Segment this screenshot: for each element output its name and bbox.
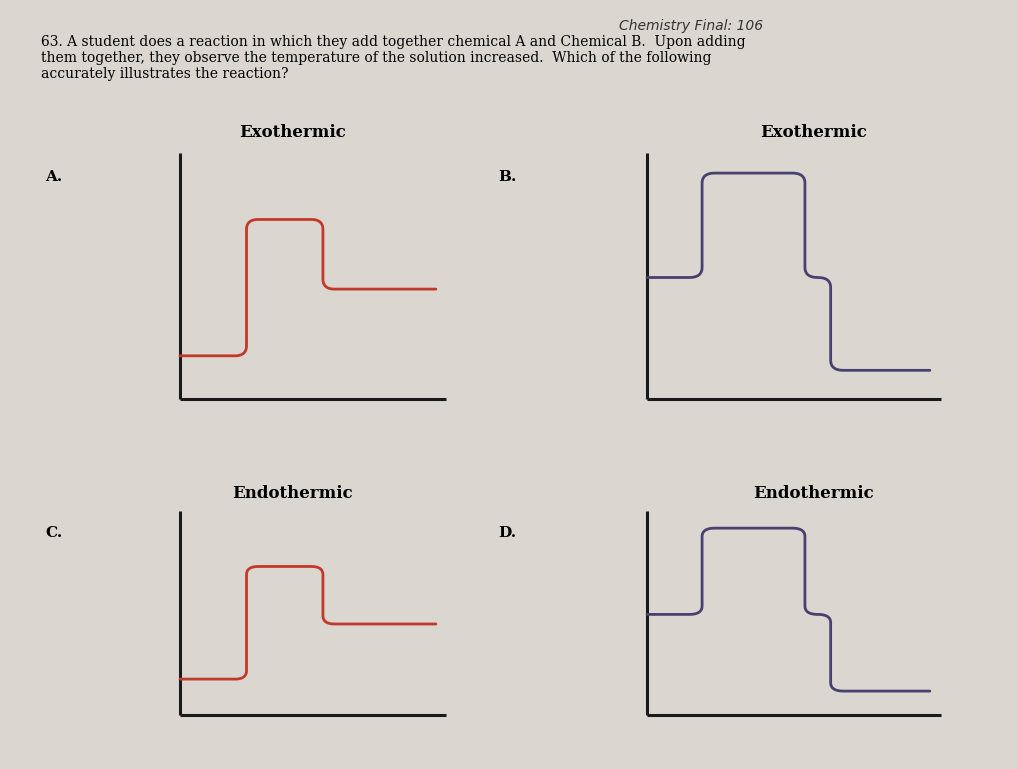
Text: C.: C. [45,526,62,540]
Text: B.: B. [498,170,517,184]
Text: D.: D. [498,526,516,540]
Text: A.: A. [45,170,62,184]
Text: Endothermic: Endothermic [754,484,875,502]
Text: Exothermic: Exothermic [761,124,868,141]
Text: 63. A student does a reaction in which they add together chemical A and Chemical: 63. A student does a reaction in which t… [41,35,745,81]
Text: Chemistry Final: 106: Chemistry Final: 106 [619,19,764,33]
Text: Endothermic: Endothermic [232,484,353,502]
Text: Exothermic: Exothermic [239,124,346,141]
